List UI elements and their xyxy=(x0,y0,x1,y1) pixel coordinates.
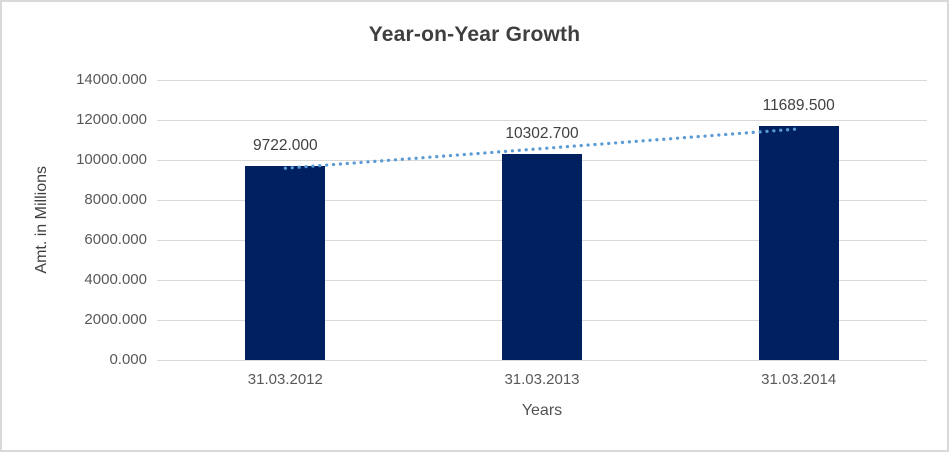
y-tick-label: 8000.000 xyxy=(84,191,147,208)
x-axis-title: Years xyxy=(521,402,563,419)
x-tick-label: 31.03.2013 xyxy=(504,371,580,388)
bar xyxy=(758,126,839,360)
y-tick-label: 0.000 xyxy=(109,351,147,368)
x-tick-label: 31.03.2012 xyxy=(247,371,323,388)
bar xyxy=(245,165,326,360)
gridline xyxy=(157,359,927,361)
x-axis-tick-labels: 31.03.2012 31.03.2013 31.03.2014 xyxy=(157,371,927,393)
gridline xyxy=(157,79,927,81)
bar-value-label: 10302.700 xyxy=(505,124,579,142)
trendline xyxy=(283,127,801,170)
y-tick-label: 10000.000 xyxy=(76,151,147,168)
bar-value-label: 9722.000 xyxy=(253,136,318,154)
y-tick-label: 12000.000 xyxy=(76,111,147,128)
bar-value-label: 11689.500 xyxy=(762,97,835,115)
chart-title: Year-on-Year Growth xyxy=(368,23,581,46)
y-tick-label: 14000.000 xyxy=(76,71,147,88)
x-tick-label: 31.03.2014 xyxy=(761,371,837,388)
y-tick-label: 2000.000 xyxy=(84,311,147,328)
y-tick-label: 4000.000 xyxy=(84,271,147,288)
plot-area: 9722.000 10302.700 11689.500 xyxy=(157,79,927,361)
y-axis-tick-labels: 0.000 2000.000 4000.000 6000.000 8000.000 100… xyxy=(2,71,147,368)
bar xyxy=(502,153,582,360)
gridline xyxy=(157,119,927,121)
y-tick-label: 6000.000 xyxy=(84,231,147,248)
